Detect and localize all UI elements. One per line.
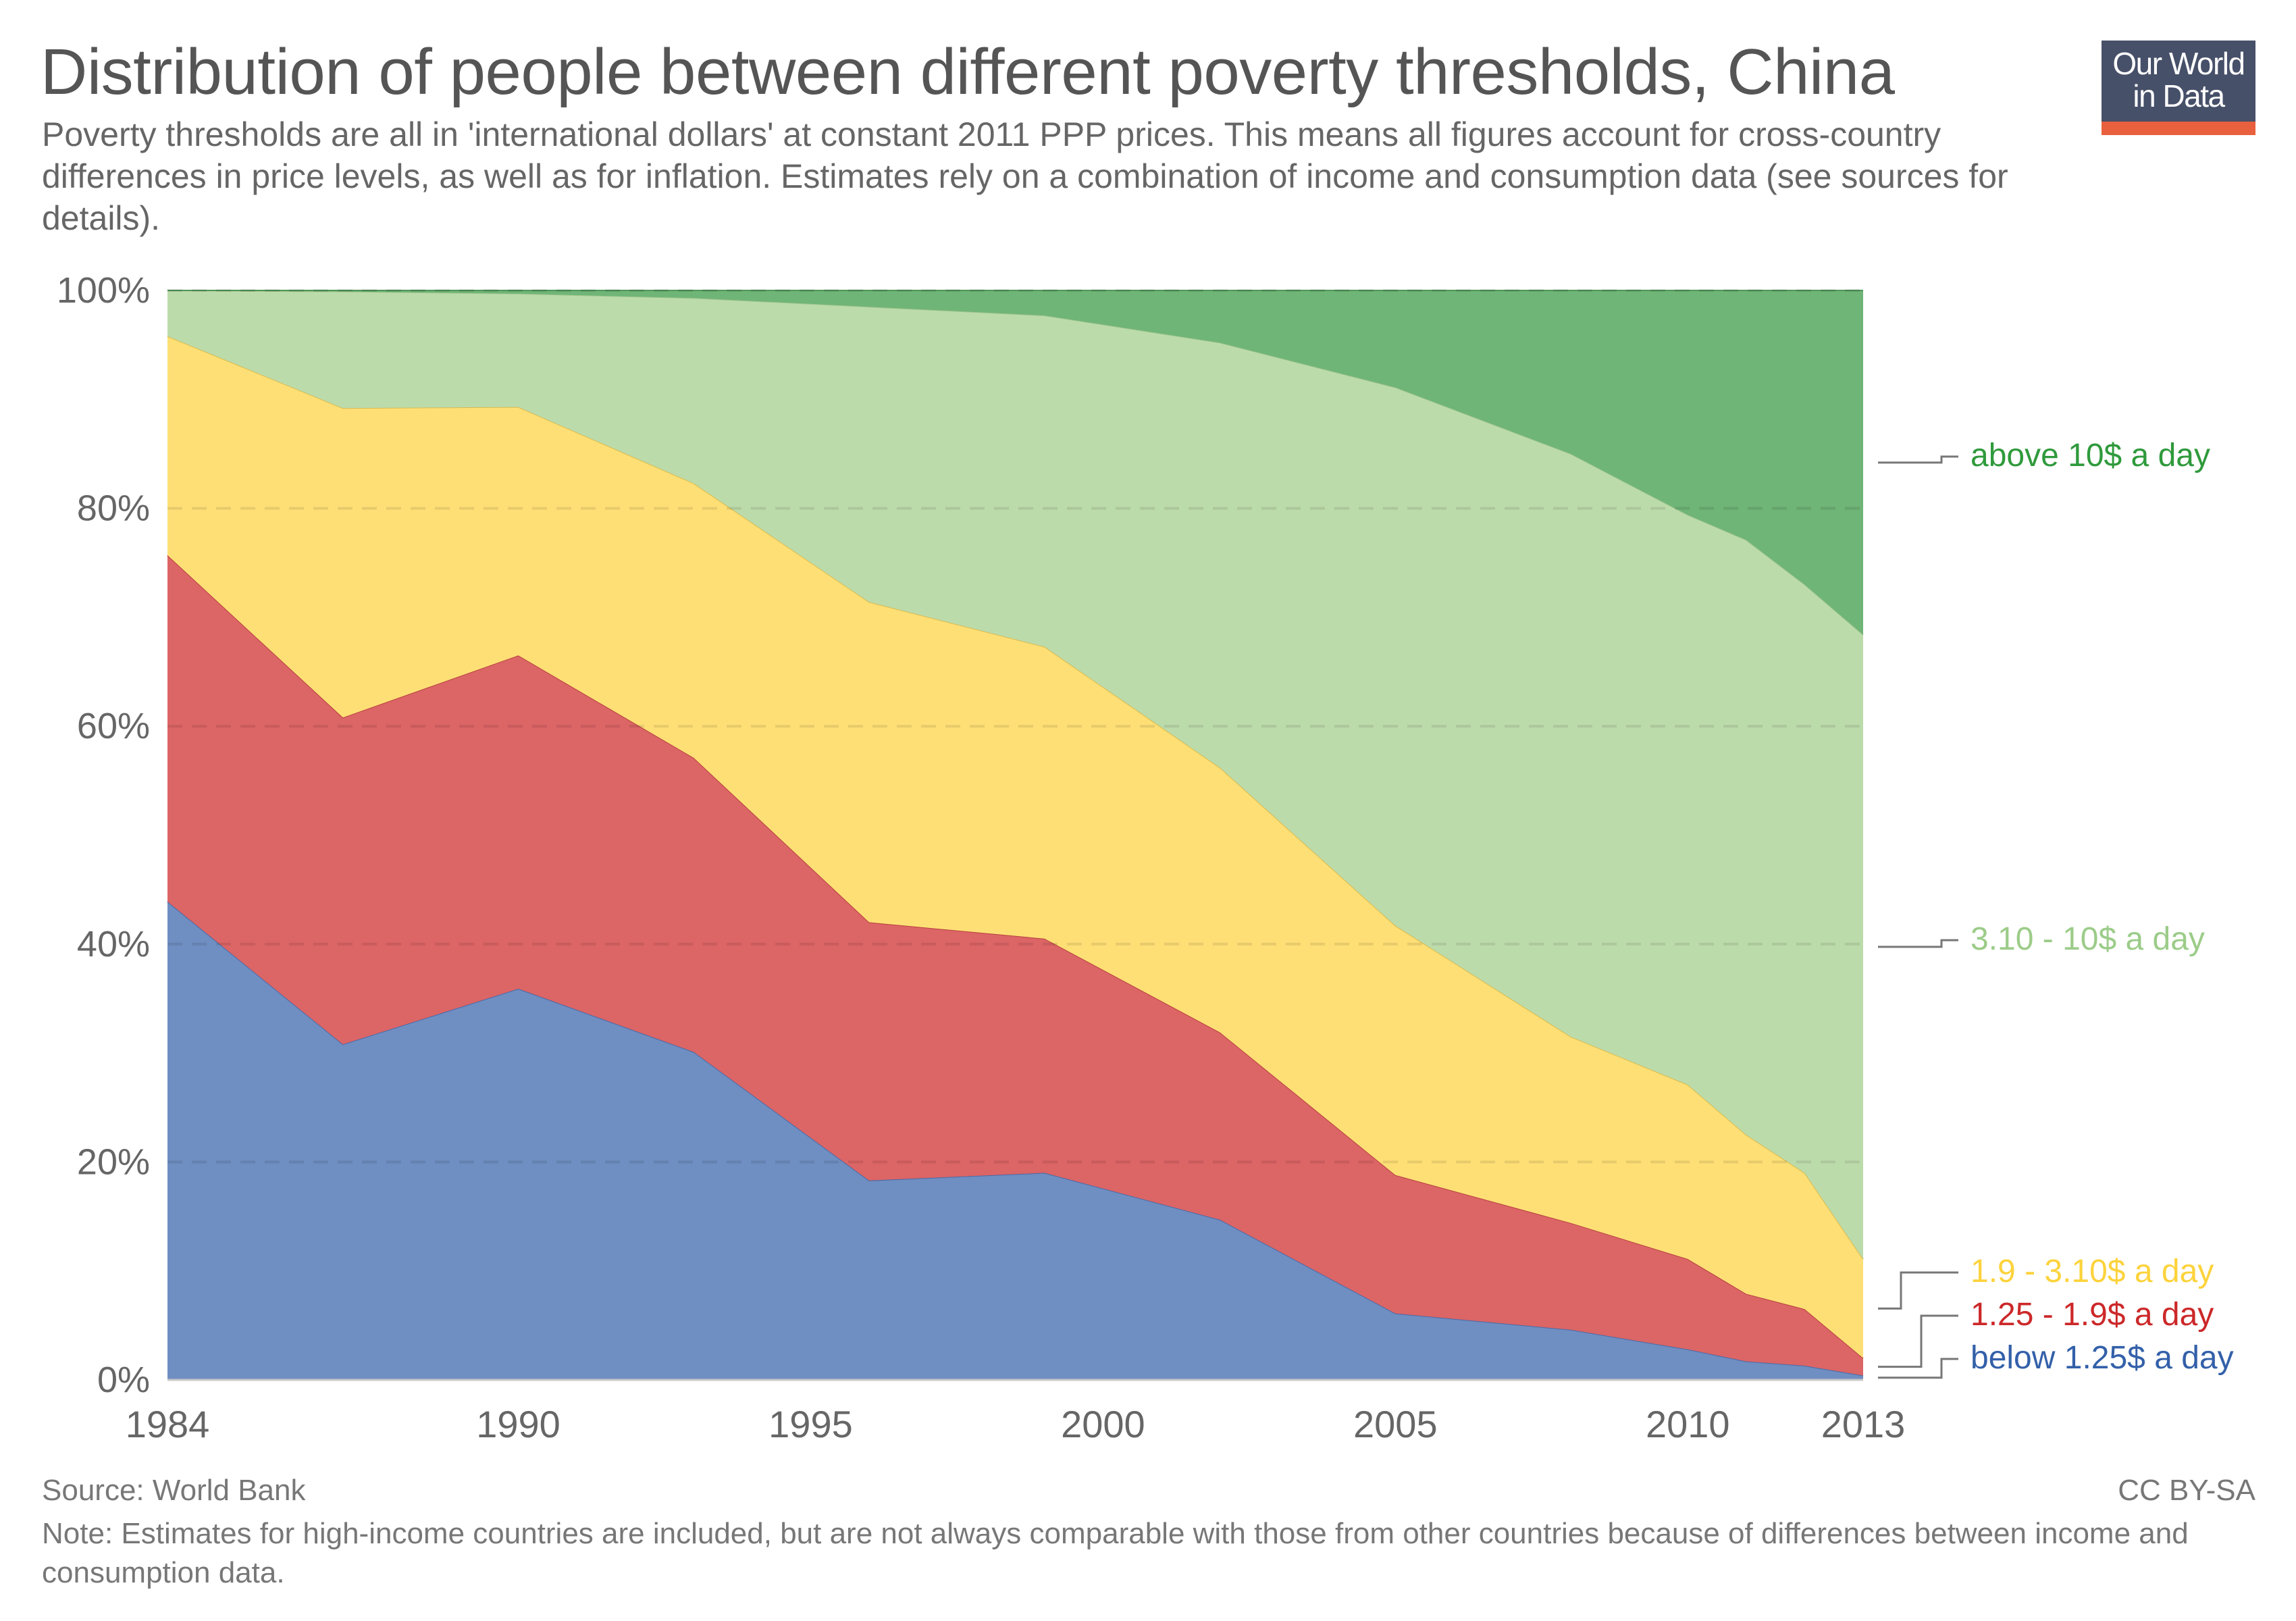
legend-connector bbox=[1878, 939, 1958, 948]
legend: below 1.25$ a day 1.25 - 1.9$ a day 1.9 - … bbox=[1878, 438, 2234, 1379]
y-tick-label: 40% bbox=[77, 924, 150, 964]
logo-accent-bar bbox=[2102, 122, 2255, 135]
legend-label-3-10-10-a-day[interactable]: 3.10 - 10$ a day bbox=[1971, 921, 2205, 957]
y-tick-label: 20% bbox=[77, 1141, 150, 1182]
x-tick-label: 1990 bbox=[476, 1403, 560, 1445]
x-tick-label: 1995 bbox=[768, 1403, 853, 1445]
x-tick-label: 2000 bbox=[1061, 1403, 1145, 1445]
y-tick-label: 80% bbox=[77, 488, 150, 529]
legend-label-1-9-3-10-a-day[interactable]: 1.9 - 3.10$ a day bbox=[1971, 1254, 2214, 1289]
footnote: Note: Estimates for high-income countrie… bbox=[42, 1517, 2189, 1589]
logo-text-block: Our World in Data bbox=[2102, 41, 2255, 122]
legend-connector bbox=[1878, 1314, 1958, 1368]
logo-line-2: in Data bbox=[2133, 78, 2225, 113]
gridlines bbox=[167, 289, 1863, 1164]
y-tick-label: 100% bbox=[57, 270, 150, 311]
legend-connector bbox=[1878, 1271, 1958, 1310]
legend-connector bbox=[1878, 455, 1958, 464]
area-1-9-3-10-a-day[interactable] bbox=[167, 336, 1863, 1358]
x-tick-label: 1984 bbox=[126, 1403, 210, 1445]
chart-title: Distribution of people between different… bbox=[41, 36, 1895, 108]
legend-label-below-1-25-a-day[interactable]: below 1.25$ a day bbox=[1971, 1340, 2234, 1376]
y-tick-label: 60% bbox=[77, 706, 150, 746]
license-link[interactable]: CC BY-SA bbox=[2118, 1474, 2255, 1507]
legend-connector bbox=[1878, 1358, 1958, 1379]
y-tick-label: 0% bbox=[97, 1360, 150, 1400]
chart-subtitle: Poverty thresholds are all in 'internati… bbox=[42, 115, 2008, 237]
legend-label-above-10-a-day[interactable]: above 10$ a day bbox=[1971, 438, 2210, 473]
x-tick-label: 2010 bbox=[1646, 1403, 1730, 1445]
legend-label-1-25-1-9-a-day[interactable]: 1.25 - 1.9$ a day bbox=[1971, 1297, 2214, 1333]
x-tick-label: 2005 bbox=[1353, 1403, 1438, 1445]
source-note: Source: World Bank bbox=[42, 1474, 306, 1507]
our-world-in-data-logo[interactable]: Our World in Data bbox=[2102, 41, 2255, 135]
area-1-25-1-9-a-day[interactable] bbox=[167, 555, 1863, 1376]
area-3-10-10-a-day[interactable] bbox=[167, 290, 1863, 1259]
logo-line-1: Our World bbox=[2112, 46, 2245, 81]
area-above-10-a-day[interactable] bbox=[167, 290, 1863, 635]
y-axis: 0% 20% 40% 60% 80% 100% bbox=[57, 270, 150, 1400]
x-axis: 1984 1990 1995 2000 2005 2010 2013 bbox=[126, 1379, 1906, 1445]
area-layers bbox=[167, 290, 1864, 1380]
x-tick-label: 2013 bbox=[1821, 1403, 1906, 1445]
area-below-1-25-a-day[interactable] bbox=[167, 901, 1863, 1380]
